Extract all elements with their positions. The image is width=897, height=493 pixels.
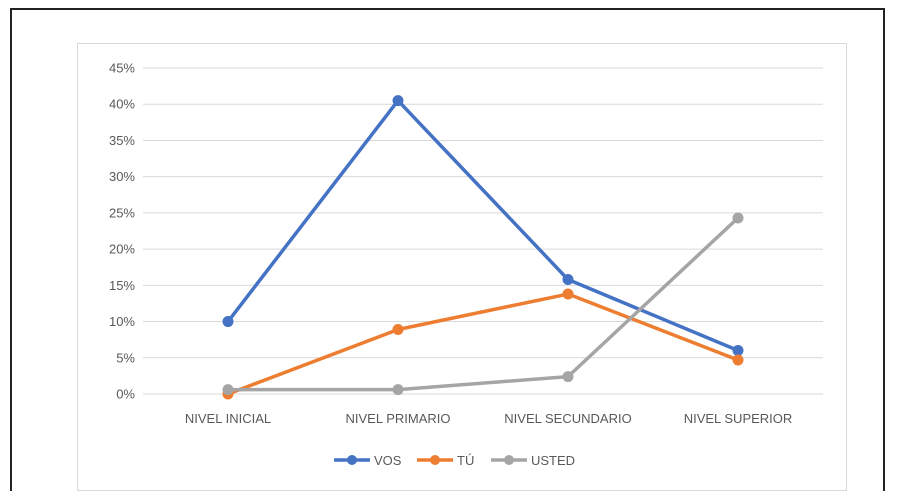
- data-point: [392, 95, 404, 107]
- y-tick-label: 10%: [109, 314, 135, 329]
- chart-area: 0% 5% 10% 15% 20% 25% 30% 35% 40% 45% NIVEL INICIA…: [77, 43, 847, 491]
- x-tick-label: NIVEL PRIMARIO: [346, 411, 451, 426]
- data-point: [562, 274, 574, 286]
- y-tick-label: 15%: [109, 278, 135, 293]
- legend-label: VOS: [374, 453, 402, 468]
- data-point: [562, 288, 574, 300]
- y-tick-label: 45%: [109, 61, 135, 76]
- y-tick-label: 25%: [109, 205, 135, 220]
- y-tick-label: 5%: [116, 350, 135, 365]
- legend-label: USTED: [531, 453, 575, 468]
- series-line: [226, 216, 740, 392]
- x-tick-label: NIVEL SUPERIOR: [684, 411, 793, 426]
- legend-label: TÚ: [457, 453, 474, 468]
- y-tick-label: 0%: [116, 387, 135, 402]
- y-tick-label: 35%: [109, 133, 135, 148]
- data-point: [562, 371, 574, 383]
- data-point: [222, 384, 234, 396]
- legend-marker: [430, 455, 440, 465]
- series-line: [226, 98, 740, 353]
- data-point: [732, 354, 744, 366]
- x-tick-label: NIVEL INICIAL: [185, 411, 271, 426]
- data-point: [732, 345, 744, 357]
- y-tick-label: 20%: [109, 242, 135, 257]
- data-point: [392, 324, 404, 336]
- legend-marker: [347, 455, 357, 465]
- data-point: [732, 212, 744, 224]
- y-tick-label: 30%: [109, 169, 135, 184]
- legend-marker: [504, 455, 514, 465]
- data-point: [222, 316, 234, 328]
- data-point: [392, 384, 404, 396]
- x-tick-label: NIVEL SECUNDARIO: [504, 411, 631, 426]
- line-chart: 0% 5% 10% 15% 20% 25% 30% 35% 40% 45% NIVEL INICIA…: [109, 61, 823, 468]
- series-line: [226, 292, 740, 396]
- y-tick-label: 40%: [109, 97, 135, 112]
